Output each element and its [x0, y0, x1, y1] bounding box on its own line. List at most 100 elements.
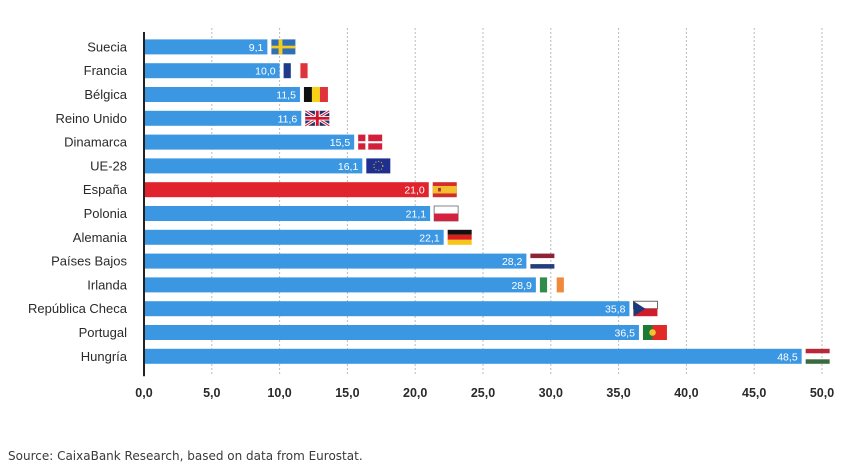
flag-part: [447, 234, 472, 240]
bar: [145, 182, 429, 198]
bar: [145, 325, 639, 340]
data-label: 22,1: [419, 232, 440, 244]
data-label: 48,5: [777, 351, 798, 363]
category-label: Dinamarca: [64, 135, 128, 150]
bar: [145, 63, 280, 79]
flags: [271, 39, 830, 364]
x-tick-label: 30,0: [539, 386, 563, 400]
flag-part: [652, 325, 667, 340]
hungary-flag-icon: [805, 348, 830, 364]
bar: [145, 158, 363, 174]
data-label: 36,5: [615, 328, 636, 340]
data-label: 21,1: [406, 209, 427, 221]
category-label: Francia: [84, 63, 128, 78]
flag-part: [539, 277, 548, 293]
category-label: Irlanda: [87, 277, 128, 292]
data-label: 15,5: [330, 137, 351, 149]
category-label: República Checa: [28, 301, 128, 316]
category-label: España: [83, 182, 128, 197]
data-label: 21,0: [404, 185, 425, 197]
flag-part: [530, 253, 555, 259]
data-label: 10,0: [255, 66, 276, 78]
flag-part: [432, 185, 457, 194]
category-label: UE-28: [90, 158, 127, 173]
bars: 9,1 10,011,5 11,6 15,5 16,1 21,0 21,1 22,1 28,2 2…: [145, 39, 802, 364]
sweden-flag-icon: [271, 39, 296, 55]
category-label: Hungría: [81, 349, 128, 364]
x-tick-label: 40,0: [674, 386, 698, 400]
x-tick-label: 35,0: [606, 386, 630, 400]
data-label: 35,8: [605, 304, 626, 316]
belgium-flag-icon: [303, 87, 328, 102]
x-tick-label: 5,0: [203, 386, 220, 400]
data-label: 28,2: [502, 256, 523, 268]
category-label: Reino Unido: [55, 111, 127, 126]
flag-part: [434, 213, 459, 221]
flag-part: [649, 329, 656, 336]
source-note: Source: CaixaBank Research, based on dat…: [8, 449, 363, 463]
gridlines: [211, 28, 823, 375]
bar: [145, 134, 355, 150]
flag-part: [271, 45, 296, 49]
category-label: Países Bajos: [51, 254, 127, 269]
flag-part: [319, 87, 328, 102]
flag-part: [373, 160, 384, 171]
flag-part: [447, 239, 472, 245]
category-labels: Suecia Francia Bélgica Reino Unido Dinamarca…: [28, 39, 128, 363]
category-label: Alemania: [73, 230, 128, 245]
ireland-flag-icon: [539, 277, 564, 293]
x-tick-label: 50,0: [810, 386, 834, 400]
x-tick-label: 45,0: [742, 386, 766, 400]
category-label: Suecia: [87, 39, 128, 54]
flag-part: [438, 187, 441, 192]
netherlands-flag-icon: [530, 253, 555, 269]
france-flag-icon: [283, 63, 308, 79]
spain-flag-icon: [432, 182, 457, 198]
flag-part: [300, 63, 308, 79]
flag-part: [633, 301, 646, 317]
flag-part: [358, 141, 383, 144]
category-label: Portugal: [79, 325, 128, 340]
flag-part: [633, 308, 658, 317]
uk-flag-icon: [304, 109, 331, 128]
flag-part: [805, 359, 830, 364]
data-label: 11,6: [278, 113, 298, 125]
x-tick-label: 10,0: [267, 386, 291, 400]
flag-part: [366, 158, 391, 174]
x-tick-label: 25,0: [471, 386, 495, 400]
portugal-flag-icon: [642, 325, 667, 340]
bar: [145, 348, 802, 364]
bar-chart: 9,110,011,511,615,516,121,021,122,128,22…: [28, 28, 834, 400]
bar: [145, 301, 630, 317]
denmark-flag-icon: [358, 134, 383, 150]
flag-part: [305, 116, 330, 120]
data-label: 9,1: [249, 42, 264, 54]
data-label: 16,1: [338, 161, 359, 173]
category-label: Bélgica: [84, 87, 127, 102]
data-label: 28,9: [511, 280, 532, 292]
czech-flag-icon: [633, 300, 658, 317]
x-tick-label: 20,0: [403, 386, 427, 400]
flag-part: [447, 229, 472, 235]
flag-part: [530, 264, 555, 269]
data-label: 11,5: [276, 90, 296, 102]
bar: [145, 229, 444, 245]
bar: [145, 110, 302, 126]
flag-part: [303, 87, 312, 102]
flag-part: [642, 325, 653, 340]
bar: [145, 253, 527, 269]
x-tick-label: 15,0: [335, 386, 359, 400]
flag-part: [556, 277, 564, 293]
bar: [145, 87, 300, 102]
x-tick-labels: 0,0 5,0 10,0 15,0 20,0 25,0 30,0 35,0 40,0 45,0 50…: [135, 386, 834, 400]
bar: [145, 206, 431, 221]
bar: [145, 277, 536, 293]
flag-part: [311, 87, 320, 102]
x-tick-label: 0,0: [135, 386, 152, 400]
poland-flag-icon: [433, 205, 459, 222]
germany-flag-icon: [447, 229, 472, 245]
flag-part: [283, 63, 291, 79]
flag-part: [805, 348, 830, 354]
bar: [145, 39, 268, 55]
category-label: Polonia: [84, 206, 128, 221]
